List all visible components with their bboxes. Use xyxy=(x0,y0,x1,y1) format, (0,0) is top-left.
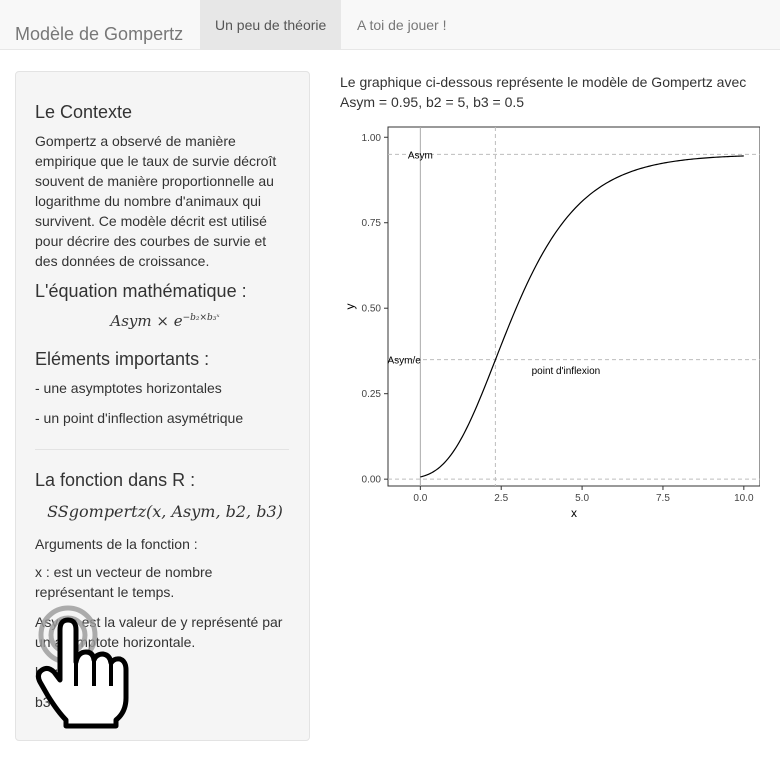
equation-base: Asym × e xyxy=(110,312,183,330)
chart-annotation: Asym/e xyxy=(388,356,422,367)
arg-x-line: x : est un vecteur de nombre xyxy=(35,564,213,580)
important-item-inflection: - un point d'inflection asymétrique xyxy=(35,410,244,426)
context-line: souvent de manière proportionnelle au xyxy=(35,173,274,189)
context-line: des données de croissance. xyxy=(35,253,210,269)
app-brand[interactable]: Modèle de Gompertz xyxy=(15,24,184,44)
chart-description-line: Le graphique ci-dessous représente le mo… xyxy=(340,74,747,90)
args-title: Arguments de la fonction : xyxy=(35,536,198,552)
x-tick-label: 0.0 xyxy=(413,493,427,504)
y-tick-label: 1.00 xyxy=(362,133,382,144)
important-item-asymptote: - une asymptotes horizontales xyxy=(35,380,222,396)
section-divider xyxy=(35,449,289,450)
chart-annotation: point d'inflexion xyxy=(532,366,601,377)
r-function-title: La fonction dans R : xyxy=(35,470,196,490)
arg-x-line: représentant le temps. xyxy=(35,584,175,600)
y-tick-label: 0.00 xyxy=(362,475,382,486)
arg-x: x : est un vecteur de nombre représentan… xyxy=(35,562,295,602)
equation-exponent: −b₂×b₃ˣ xyxy=(182,313,220,323)
chart-description-line: Asym = 0.95, b2 = 5, b3 = 0.5 xyxy=(340,94,525,110)
context-line: logarithme du nombre d'animaux qui xyxy=(35,193,262,209)
r-function-signature: SSgompertz(x, Asym, b2, b3) xyxy=(47,502,283,521)
important-title: Eléments importants : xyxy=(35,349,210,369)
context-title: Le Contexte xyxy=(35,102,133,122)
plot-panel xyxy=(387,126,760,487)
y-tick-label: 0.75 xyxy=(362,218,382,229)
context-paragraph: Gompertz a observé de manière empirique … xyxy=(35,131,295,271)
tab-a-toi-de-jouer[interactable]: A toi de jouer ! xyxy=(357,17,447,33)
arg-asym-line: Asym : est la valeur de y représenté par xyxy=(35,614,283,630)
context-line: pour décrire des courbes de survie et xyxy=(35,233,267,249)
chart-annotation: Asym xyxy=(408,150,433,161)
gompertz-curve xyxy=(420,155,744,478)
context-line: Gompertz a observé de manière xyxy=(35,133,236,149)
gompertz-chart: Asym Asym/e point d'inflexion 0.0 2.5 5.0 7.5 1… xyxy=(343,126,760,520)
hand-pointer-icon xyxy=(35,605,129,729)
x-tick-label: 10.0 xyxy=(734,493,754,504)
y-axis-label: y xyxy=(343,304,357,310)
y-tick-label: 0.50 xyxy=(362,304,382,315)
gompertz-equation: Asym × e−b₂×b₃ˣ xyxy=(35,312,295,330)
y-tick-label: 0.25 xyxy=(362,389,382,400)
navbar: Modèle de Gompertz Un peu de théorie A t… xyxy=(0,0,780,50)
context-line: survivent. Ce modèle décrit est utilisé xyxy=(35,213,267,229)
x-tick-label: 5.0 xyxy=(575,493,589,504)
x-axis-label: x xyxy=(571,506,577,520)
equation-title: L'équation mathématique : xyxy=(35,281,247,301)
x-tick-label: 7.5 xyxy=(656,493,670,504)
tab-theorie[interactable]: Un peu de théorie xyxy=(200,0,342,50)
x-tick-label: 2.5 xyxy=(494,493,508,504)
context-line: empirique que le taux de survie décroît xyxy=(35,153,277,169)
chart-description: Le graphique ci-dessous représente le mo… xyxy=(340,72,760,112)
